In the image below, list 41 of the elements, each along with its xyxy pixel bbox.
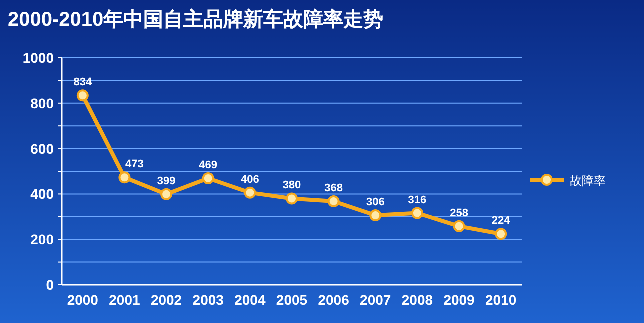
x-tick-label: 2006 bbox=[318, 292, 350, 308]
point bbox=[411, 207, 424, 220]
x-tick-label: 2010 bbox=[486, 292, 517, 308]
chart-title: 2000-2010年中国自主品牌新车故障率走势 bbox=[8, 8, 384, 31]
data-label: 469 bbox=[199, 160, 218, 172]
point bbox=[453, 220, 466, 232]
y-tick-label: 200 bbox=[30, 232, 54, 248]
data-label: 224 bbox=[492, 215, 512, 228]
data-label: 368 bbox=[324, 182, 343, 194]
point bbox=[370, 210, 382, 222]
point bbox=[244, 186, 256, 199]
y-tick-label: 1000 bbox=[22, 50, 54, 66]
point bbox=[202, 172, 214, 185]
x-tick-label: 2007 bbox=[360, 292, 392, 308]
x-tick-label: 2005 bbox=[276, 292, 308, 308]
y-tick-label: 400 bbox=[30, 186, 54, 202]
data-label: 406 bbox=[241, 174, 260, 186]
x-tick-label: 2003 bbox=[192, 292, 224, 308]
point bbox=[76, 90, 89, 102]
y-tick-label: 800 bbox=[30, 95, 54, 112]
legend-label: 故障率 bbox=[570, 174, 606, 188]
data-label: 834 bbox=[74, 76, 93, 89]
x-tick-label: 2004 bbox=[234, 292, 266, 308]
point bbox=[160, 188, 173, 200]
data-label: 258 bbox=[450, 207, 468, 220]
data-label: 380 bbox=[282, 180, 302, 192]
x-tick-label: 2002 bbox=[150, 292, 182, 308]
data-label: 473 bbox=[126, 158, 144, 171]
x-tick-label: 2000 bbox=[67, 292, 99, 308]
x-tick-label: 2009 bbox=[444, 292, 476, 308]
x-tick-label: 2008 bbox=[402, 292, 434, 308]
point bbox=[286, 192, 298, 205]
data-label: 399 bbox=[157, 175, 176, 188]
point bbox=[118, 172, 131, 184]
point bbox=[328, 195, 340, 208]
point bbox=[495, 228, 508, 240]
x-tick-label: 2001 bbox=[109, 292, 141, 308]
y-tick-label: 600 bbox=[30, 140, 54, 157]
data-label: 316 bbox=[408, 194, 427, 206]
data-label: 306 bbox=[366, 196, 385, 209]
y-tick-label: 0 bbox=[46, 277, 54, 293]
